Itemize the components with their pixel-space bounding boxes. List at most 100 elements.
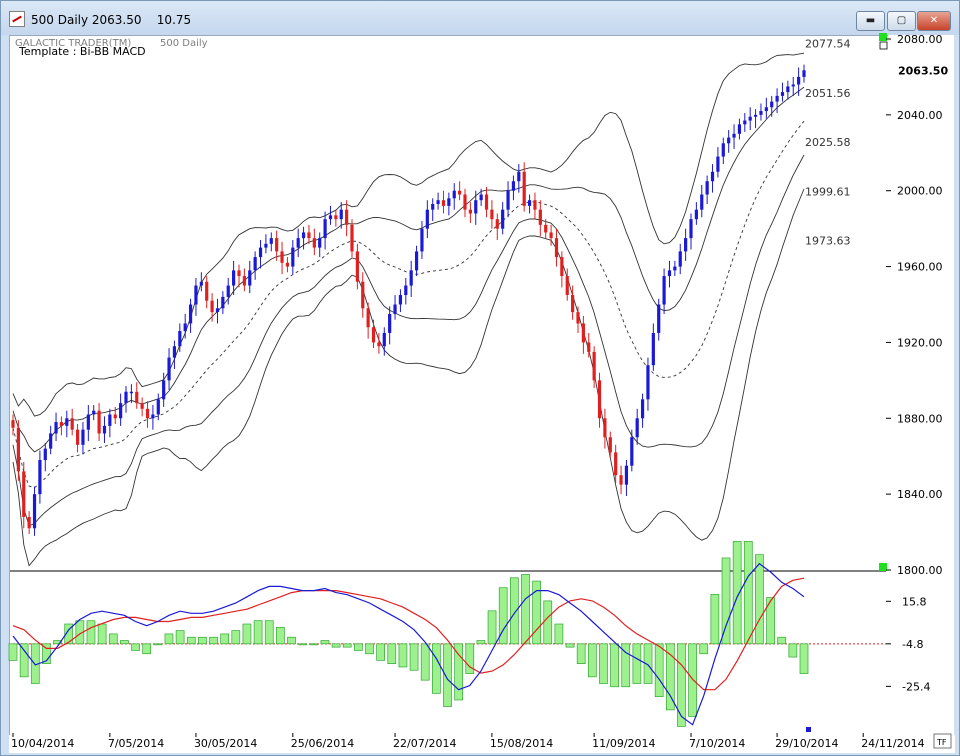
macd-histogram-bar — [376, 643, 385, 661]
candle-body — [388, 313, 392, 333]
candle-body — [86, 414, 90, 430]
candle-body — [624, 465, 629, 485]
candle-body — [205, 281, 209, 301]
macd-histogram-bar — [198, 636, 207, 645]
candle-body — [199, 281, 203, 286]
candle-body — [81, 429, 85, 445]
last-price-label: 2063.50 — [898, 64, 948, 77]
candle-body — [667, 270, 672, 277]
window-title: 500 Daily 2063.50 10.75 — [31, 13, 191, 27]
macd-histogram-bar — [621, 643, 631, 688]
candle-body — [743, 120, 747, 125]
candle-body — [145, 408, 150, 419]
candle-body — [474, 200, 478, 214]
candle-body — [312, 238, 316, 248]
title-bar[interactable]: 500 Daily 2063.50 10.75 ▬ ▢ ✕ — [1, 1, 959, 35]
band-value-label: 2025.58 — [805, 136, 851, 149]
scale-toggle-icon[interactable] — [879, 41, 888, 50]
macd-histogram-bar — [331, 643, 341, 648]
candle-body — [630, 437, 634, 466]
candle-body — [571, 295, 575, 313]
divider-green-marker — [879, 563, 887, 571]
macd-histogram-bar — [576, 643, 586, 664]
macd-histogram-bar — [320, 640, 330, 645]
candle-body — [393, 304, 397, 314]
middle-moving-average — [12, 120, 805, 489]
macd-histogram-bar — [19, 643, 29, 678]
candle-body — [398, 295, 403, 305]
macd-histogram-bar — [532, 580, 541, 645]
candle-body — [501, 209, 505, 229]
candle-body — [183, 323, 187, 332]
candle-body — [700, 194, 704, 210]
candles — [11, 64, 806, 536]
candle-body — [339, 209, 343, 220]
macd-histogram-bar — [543, 600, 553, 645]
timeframe-label[interactable]: TF — [936, 738, 947, 747]
candle-body — [484, 194, 489, 210]
macd-histogram-bar — [420, 643, 430, 681]
price-tick-label: 2040.00 — [897, 109, 943, 122]
candle-body — [291, 247, 295, 267]
macd-histogram-bar — [665, 643, 675, 711]
candle-body — [581, 323, 585, 343]
band-value-label: 1973.63 — [805, 235, 851, 248]
chart-area[interactable] — [9, 35, 889, 737]
candle-body — [662, 276, 666, 305]
candle-body — [458, 190, 462, 195]
price-axis: 1800.00 1840.00 1880.00 1920.00 1960.00 2000.… — [886, 33, 948, 577]
candle-body — [490, 209, 494, 220]
close-button[interactable]: ✕ — [917, 11, 951, 31]
candle-body — [684, 238, 688, 252]
macd-histogram-bar — [142, 643, 152, 655]
candle-body — [522, 171, 526, 206]
macd-histogram-bar — [264, 620, 274, 645]
chart-app-icon[interactable] — [9, 11, 25, 27]
candle-body — [646, 365, 650, 400]
candle-body — [237, 270, 241, 277]
price-tick-label: 2000.00 — [897, 185, 943, 198]
macd-histogram-bar — [521, 574, 530, 645]
candle-body — [560, 257, 564, 277]
macd-histogram-bar — [164, 633, 174, 645]
window-title-change: 10.75 — [156, 13, 192, 27]
minimize-button[interactable]: ▬ — [856, 11, 885, 31]
date-tick-label: 7/05/2014 — [108, 737, 164, 750]
timeframe-button[interactable] — [933, 733, 952, 749]
maximize-button[interactable]: ▢ — [887, 11, 916, 31]
candle-body — [447, 198, 451, 206]
candle-body — [506, 190, 510, 210]
band-value-label: 1999.61 — [805, 185, 851, 198]
candle-body — [554, 238, 559, 258]
macd-histogram-bar — [186, 636, 196, 645]
candle-body — [22, 471, 26, 517]
macd-histogram-bar — [777, 636, 787, 645]
macd-histogram-bar — [699, 643, 709, 655]
candle-body — [705, 181, 709, 195]
candle-body — [463, 194, 467, 210]
candle-body — [441, 200, 446, 206]
window-title-text: 500 Daily 2063.50 — [31, 13, 142, 27]
candle-body — [97, 410, 101, 434]
candle-body — [16, 427, 20, 472]
macd-histogram-bar — [498, 587, 508, 645]
candle-body — [797, 76, 801, 85]
macd-histogram-bar — [766, 597, 775, 645]
candle-body — [328, 215, 333, 220]
date-tick-label: 29/10/2014 — [775, 737, 838, 750]
macd-histogram-bar — [599, 643, 608, 684]
candle-body — [108, 414, 112, 426]
candle-body — [409, 270, 413, 286]
candle-body — [65, 418, 69, 426]
candle-body — [587, 342, 591, 352]
macd-histogram-bar — [610, 643, 619, 688]
macd-histogram-bar — [387, 643, 397, 664]
candle-body — [651, 332, 655, 366]
macd-histogram-bar — [242, 623, 252, 645]
candle-body — [377, 342, 381, 347]
macd-histogram-bar — [432, 643, 441, 694]
macd-histogram-bar — [509, 577, 519, 645]
macd-histogram-bar — [710, 593, 720, 645]
macd-histogram-bar — [755, 554, 764, 645]
